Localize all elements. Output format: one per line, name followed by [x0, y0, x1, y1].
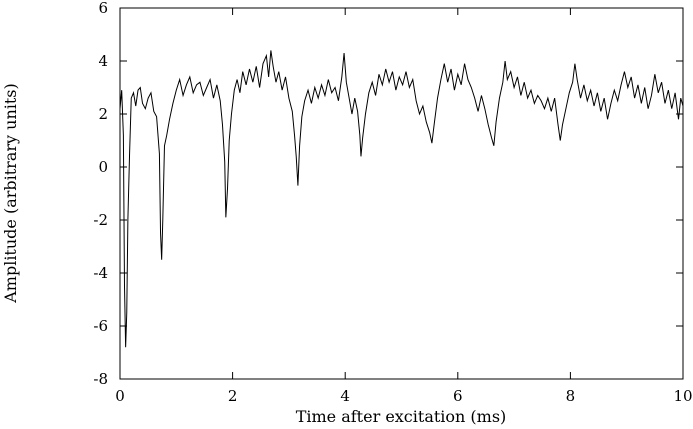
y-tick-label: 2: [98, 105, 108, 123]
x-tick-label: 8: [566, 387, 576, 405]
plot-frame: [119, 7, 684, 380]
y-tick-label: -8: [93, 370, 108, 388]
y-tick-label: -2: [93, 211, 108, 229]
y-tick-label: 4: [98, 52, 108, 70]
y-tick-label: 6: [98, 0, 108, 17]
x-tick-label: 10: [673, 387, 692, 405]
tick-labels: 0 2 4 6 8 10 -8 -6 -4 -2 0 2 4 6: [93, 0, 692, 405]
y-axis-label: Amplitude (arbitrary units): [1, 83, 20, 304]
ticks: [119, 7, 684, 380]
x-tick-label: 6: [453, 387, 463, 405]
x-axis-label: Time after excitation (ms): [296, 407, 507, 426]
x-tick-label: 0: [115, 387, 125, 405]
y-tick-label: -6: [93, 317, 108, 335]
x-tick-label: 4: [340, 387, 350, 405]
y-tick-label: 0: [98, 158, 108, 176]
y-tick-label: -4: [93, 264, 108, 282]
x-tick-label: 2: [228, 387, 238, 405]
series-line: [119, 50, 684, 348]
